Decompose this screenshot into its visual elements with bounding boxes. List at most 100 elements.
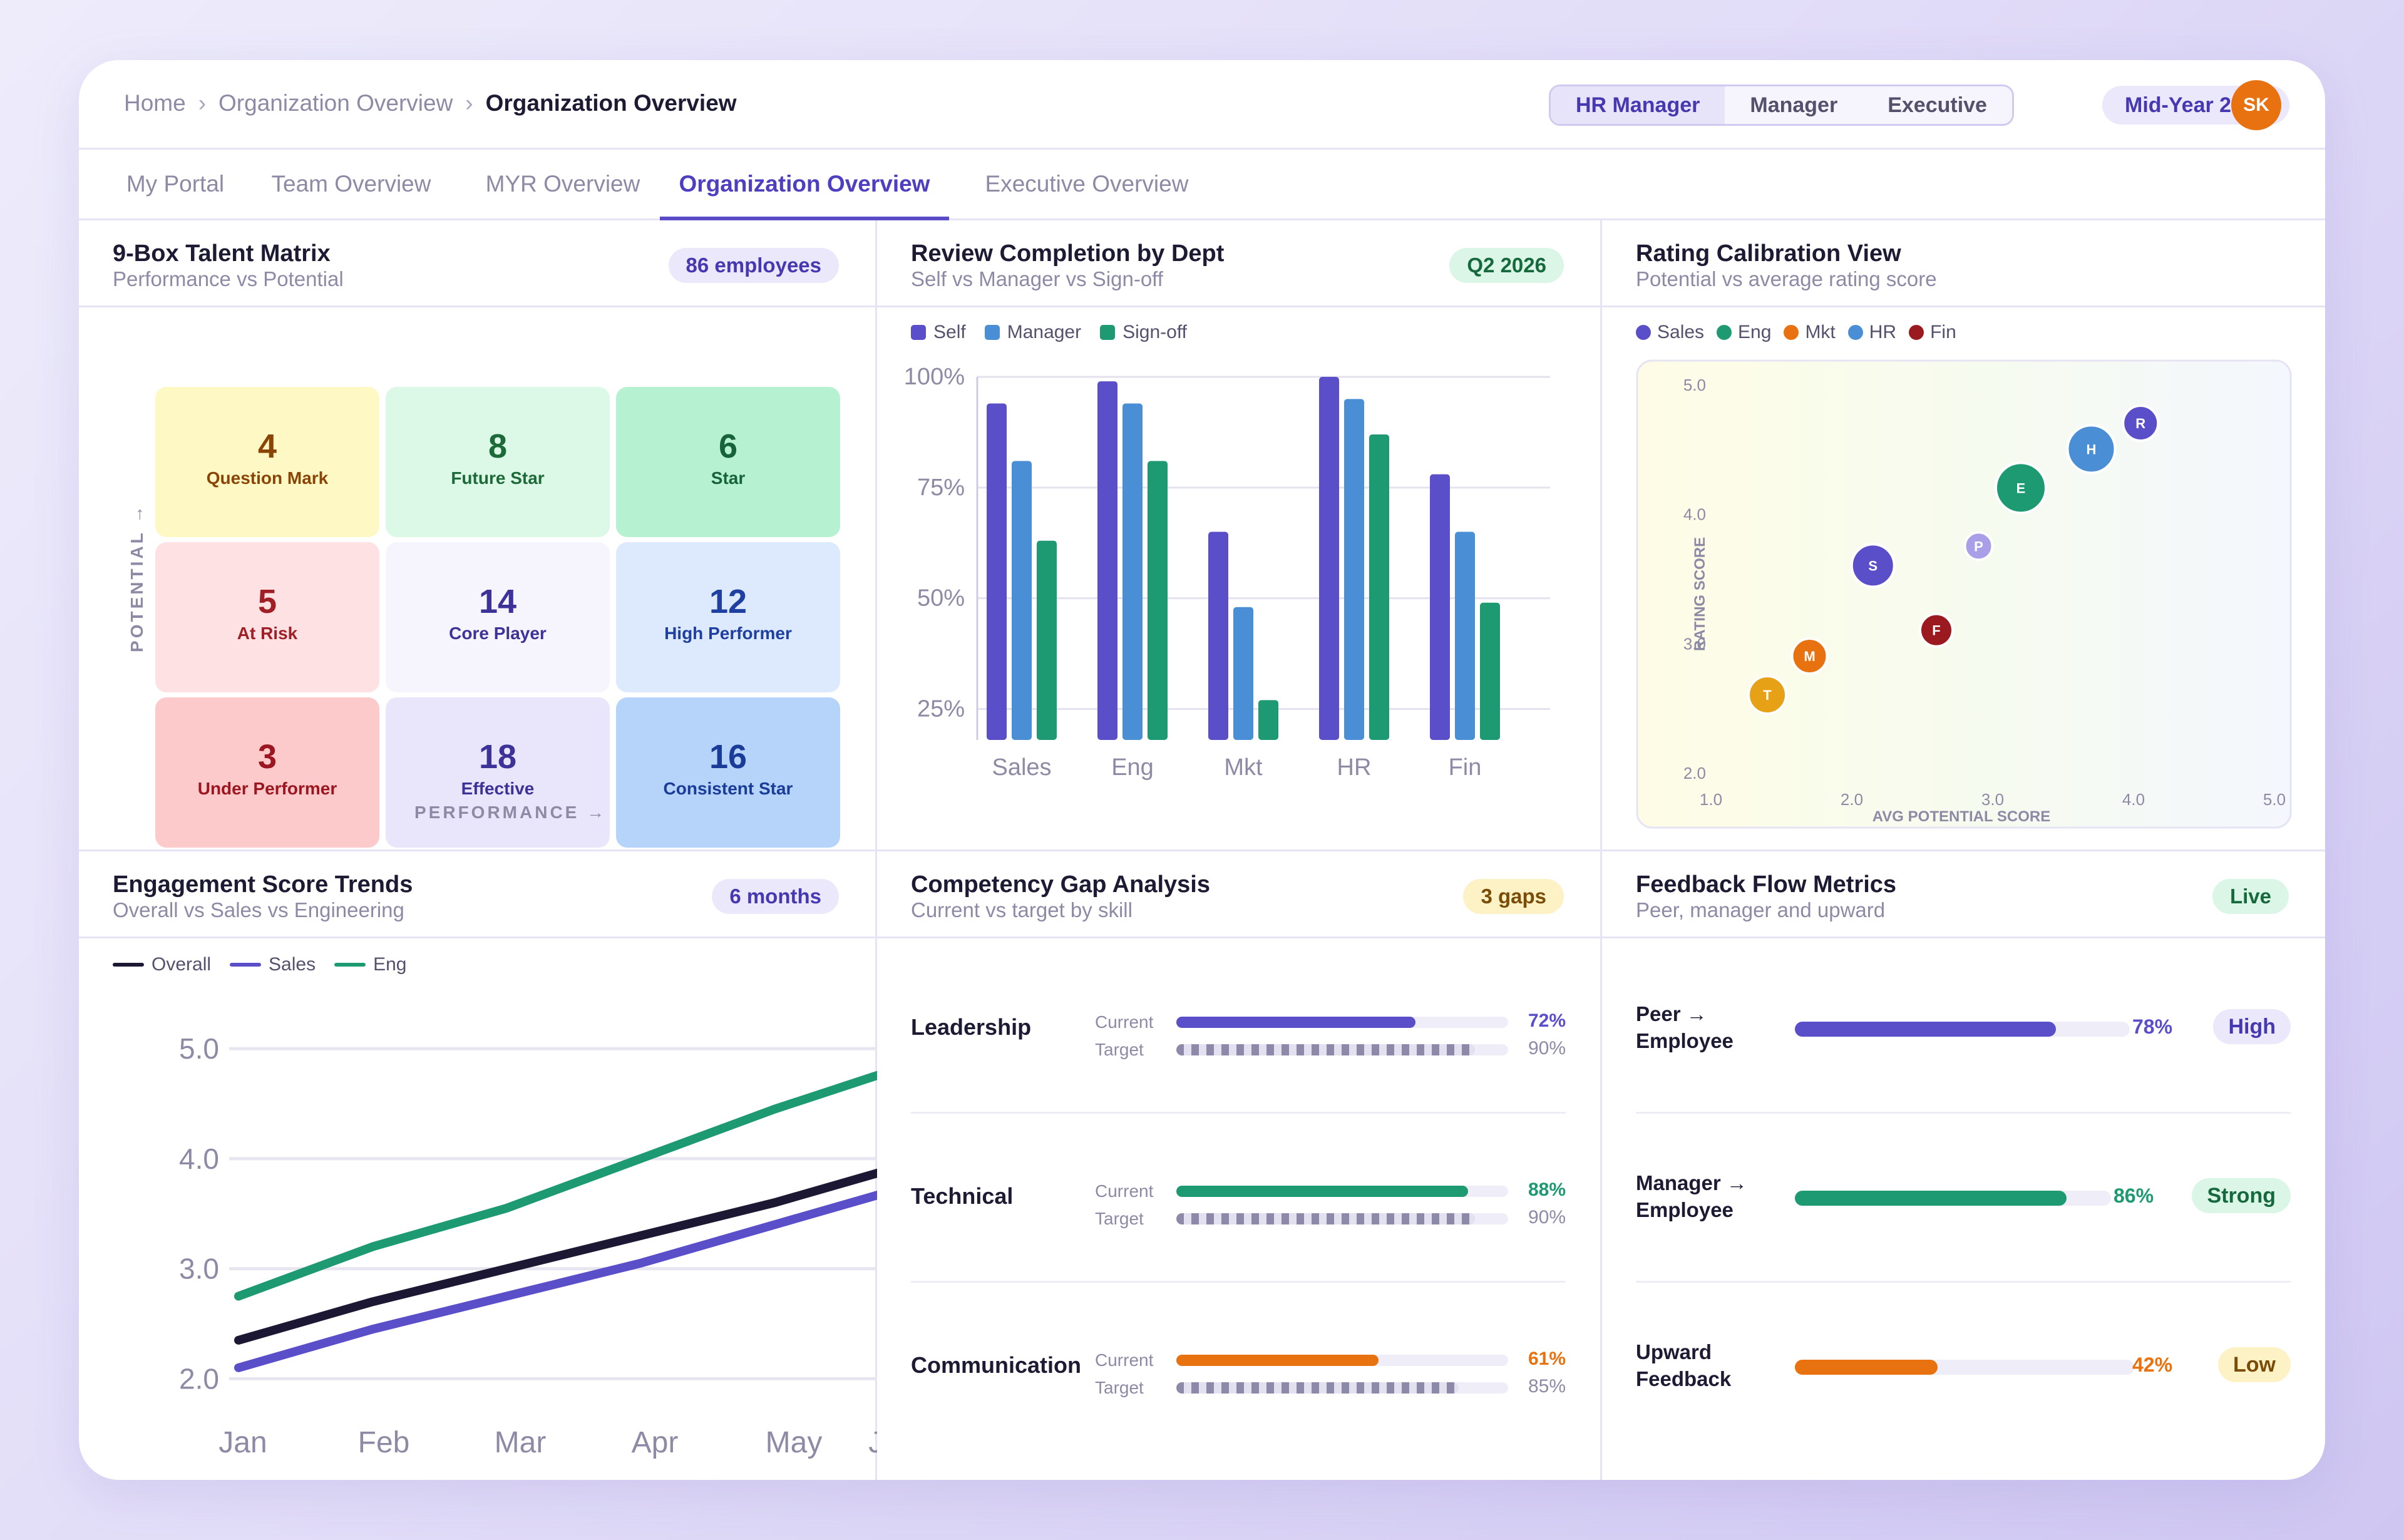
legend-label: Sales: [1657, 322, 1705, 342]
legend-label: Sales: [269, 954, 316, 975]
scatter-point-t[interactable]: [1747, 675, 1787, 715]
line-series-eng[interactable]: [234, 1065, 877, 1301]
scatter-point-p[interactable]: [1963, 531, 1994, 562]
nine-box-cell[interactable]: 8 Future Star: [386, 387, 610, 537]
bar-self-sales[interactable]: [987, 403, 1007, 740]
legend-item: Sales: [1636, 322, 1704, 343]
cell-label: Core Player: [449, 624, 547, 643]
scatter-point-h[interactable]: [2066, 424, 2117, 475]
nine-box-cell[interactable]: 6 Star: [616, 387, 840, 537]
bar-self-hr[interactable]: [1319, 377, 1339, 740]
calibration-plot-area: [1636, 359, 2292, 829]
bar-sign-off-mkt[interactable]: [1258, 700, 1278, 740]
legend-swatch: [113, 963, 144, 967]
scatter-point-label: E: [2016, 480, 2026, 496]
panel-header: Engagement Score Trends Overall vs Sales…: [79, 851, 875, 938]
bar-sign-off-sales[interactable]: [1037, 540, 1057, 740]
bar-manager-fin[interactable]: [1455, 531, 1475, 740]
cell-count: 8: [488, 428, 508, 465]
target-bar-fill: [1176, 1382, 1459, 1394]
cell-count: 12: [709, 583, 747, 620]
nine-box-cell[interactable]: 16 Consistent Star: [616, 697, 840, 848]
breadcrumb: Home › Organization Overview › Organizat…: [124, 90, 737, 116]
bar-self-eng[interactable]: [1097, 381, 1117, 740]
feedback-panel: Feedback Flow Metrics Peer, manager and …: [1602, 851, 2325, 1480]
panel-title: Rating Calibration View: [1636, 240, 1901, 267]
current-bar-fill: [1176, 1355, 1379, 1366]
cell-count: 5: [257, 583, 277, 620]
legend-swatch: [1784, 325, 1799, 340]
employee-count-badge: 86 employees: [668, 248, 839, 283]
bar-sign-off-fin[interactable]: [1480, 602, 1500, 740]
x-tick-label: Jan: [218, 1426, 267, 1459]
panel-subtitle: Overall vs Sales vs Engineering: [113, 898, 404, 921]
nine-box-cell[interactable]: 18 Effective: [386, 697, 610, 848]
bar-sign-off-hr[interactable]: [1369, 434, 1389, 740]
gaps-badge: 3 gaps: [1463, 879, 1564, 914]
cell-label: Effective: [461, 779, 535, 798]
x-tick-label: Fin: [1449, 754, 1482, 781]
current-bar-track: [1176, 1186, 1508, 1197]
feedback-bar-track: [1795, 1360, 2134, 1375]
role-manager[interactable]: Manager: [1750, 93, 1838, 117]
target-bar-track: [1176, 1213, 1508, 1224]
bar-manager-eng[interactable]: [1122, 403, 1143, 740]
bar-manager-hr[interactable]: [1344, 399, 1364, 740]
scatter-point-f[interactable]: [1919, 612, 1954, 648]
competency-row: Leadership Current Target 72% 90%: [911, 943, 1566, 1112]
x-tick-label: 5.0: [2263, 790, 2286, 809]
tab-myr-overview[interactable]: MYR Overview: [485, 171, 640, 197]
legend-label: Manager: [1007, 322, 1082, 342]
bar-manager-sales[interactable]: [1012, 461, 1032, 740]
legend-label: HR: [1869, 322, 1897, 342]
scatter-point-e[interactable]: [1995, 461, 2047, 515]
legend-item: Sign-off: [1100, 322, 1187, 343]
y-tick-label: 4.0: [1683, 505, 1706, 524]
row-divider: [911, 1281, 1566, 1283]
feedback-source: Peer → Employee: [1636, 1002, 1734, 1052]
y-tick-label: 50%: [917, 585, 965, 612]
role-executive[interactable]: Executive: [1888, 93, 1987, 117]
nine-box-cell[interactable]: 12 High Performer: [616, 542, 840, 692]
feedback-source: Manager → Employee: [1636, 1171, 1747, 1221]
rating-calibration-panel: Rating Calibration View Potential vs ave…: [1602, 220, 2325, 851]
target-bar-fill: [1176, 1213, 1475, 1224]
panel-subtitle: Peer, manager and upward: [1636, 898, 1886, 921]
calibration-scatter-chart: 2.0 3.0 4.0 5.0 1.0 2.0 3.0 4.0 5.0 AVG POTENTIAL…: [1636, 359, 2292, 829]
tab-my-portal[interactable]: My Portal: [126, 171, 225, 197]
target-bar-track: [1176, 1044, 1508, 1055]
tab-organization-overview[interactable]: Organization Overview: [660, 150, 949, 220]
breadcrumb-separator: ›: [198, 90, 207, 116]
user-avatar[interactable]: SK: [2231, 80, 2281, 130]
bar-sign-off-eng[interactable]: [1148, 461, 1168, 740]
row-divider: [911, 1112, 1566, 1114]
legend-label: Overall: [152, 954, 212, 975]
nine-box-cell[interactable]: 14 Core Player: [386, 542, 610, 692]
tab-executive-overview[interactable]: Executive Overview: [985, 171, 1189, 197]
row-divider: [1636, 1112, 2291, 1114]
scatter-point-m[interactable]: [1790, 637, 1829, 675]
feedback-percent: 42%: [2132, 1353, 2173, 1376]
legend-swatch: [1909, 325, 1924, 340]
scatter-point-r[interactable]: [2122, 404, 2160, 442]
breadcrumb-home[interactable]: Home: [124, 90, 186, 116]
legend-swatch: [1636, 325, 1651, 340]
nine-box-cell[interactable]: 3 Under Performer: [155, 697, 379, 848]
nine-box-cell[interactable]: 5 At Risk: [155, 542, 379, 692]
role-hr-manager[interactable]: HR Manager: [1551, 86, 1725, 124]
breadcrumb-parent[interactable]: Organization Overview: [218, 90, 453, 116]
legend-item: Mkt: [1784, 322, 1836, 343]
panel-header: 9-Box Talent Matrix Performance vs Poten…: [79, 220, 875, 307]
nine-box-cell[interactable]: 4 Question Mark: [155, 387, 379, 537]
legend-item: Overall: [113, 954, 211, 975]
bar-self-mkt[interactable]: [1208, 531, 1228, 740]
feedback-bar-fill: [1795, 1360, 1938, 1375]
line-series-overall[interactable]: [234, 1164, 877, 1345]
feedback-bar-fill: [1795, 1191, 2067, 1206]
scatter-point-s[interactable]: [1850, 543, 1896, 588]
bar-manager-mkt[interactable]: [1233, 607, 1253, 740]
scatter-point-label: T: [1763, 687, 1772, 703]
tab-team-overview[interactable]: Team Overview: [271, 171, 431, 197]
bar-self-fin[interactable]: [1430, 474, 1450, 740]
line-series-sales[interactable]: [234, 1186, 877, 1372]
